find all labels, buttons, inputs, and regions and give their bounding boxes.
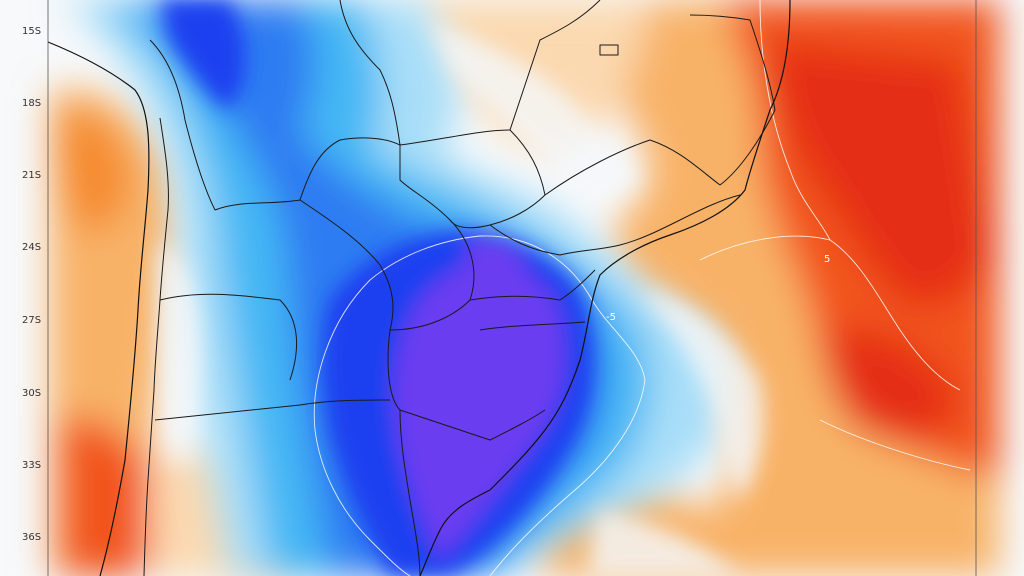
lat-label-18s: 18S xyxy=(22,98,41,109)
lat-label-33s: 33S xyxy=(22,460,41,471)
border-brazil-mg xyxy=(544,14,776,196)
lat-label-30s: 30S xyxy=(22,388,41,399)
border-brazil-pr xyxy=(469,269,596,301)
contour-label-positive: 5 xyxy=(824,254,830,265)
coastline-south xyxy=(419,489,491,576)
border-brazil-goias xyxy=(509,0,601,131)
border-brazil-sp xyxy=(489,194,741,256)
contour-plus5-south xyxy=(819,419,971,471)
border-brazil-sc xyxy=(479,321,586,331)
border-argentina-rio xyxy=(387,329,421,576)
cold-core xyxy=(393,262,566,560)
warm-hotspot-east xyxy=(770,40,990,308)
lat-label-27s: 27S xyxy=(22,315,41,326)
anomaly-field xyxy=(50,0,1000,576)
border-paraguay xyxy=(299,145,475,331)
warm-core-west xyxy=(60,418,160,576)
neutral-band-east xyxy=(640,290,764,500)
warm-core-west-2 xyxy=(58,108,130,232)
coastline-west xyxy=(47,41,150,576)
lake-outline xyxy=(599,44,619,56)
lat-label-21s: 21S xyxy=(22,170,41,181)
border-brazil-ms xyxy=(399,129,546,229)
warm-hotspot-south xyxy=(826,328,960,440)
lat-label-36s: 36S xyxy=(22,532,41,543)
contour-plus5-east xyxy=(759,0,831,241)
cold-region-north xyxy=(160,0,245,110)
border-argentina-central xyxy=(154,399,391,421)
border-uruguay xyxy=(399,409,546,441)
border-bolivia-south xyxy=(214,137,401,211)
latitude-axis: 15S 18S 21S 24S 27S 30S 33S 36S xyxy=(22,26,41,543)
contour-minus5 xyxy=(313,235,646,576)
border-argentina-north xyxy=(159,293,298,381)
lat-label-24s: 24S xyxy=(22,242,41,253)
neutral-band-north xyxy=(430,20,640,191)
lat-label-15s: 15S xyxy=(22,26,41,37)
neutral-band-south xyxy=(590,510,740,576)
neutral-band-west xyxy=(156,240,200,470)
contour-label-negative: -5 xyxy=(606,312,616,323)
political-borders xyxy=(47,0,791,576)
border-bolivia-west xyxy=(149,39,216,211)
coastline-brazil xyxy=(489,0,791,491)
contour-minus5-west xyxy=(314,429,411,576)
contour-lines xyxy=(313,0,971,576)
cold-core-north xyxy=(465,239,530,300)
contour-plus5 xyxy=(699,235,961,391)
border-bolivia-east xyxy=(339,0,401,146)
border-chile-argentina xyxy=(143,117,169,576)
